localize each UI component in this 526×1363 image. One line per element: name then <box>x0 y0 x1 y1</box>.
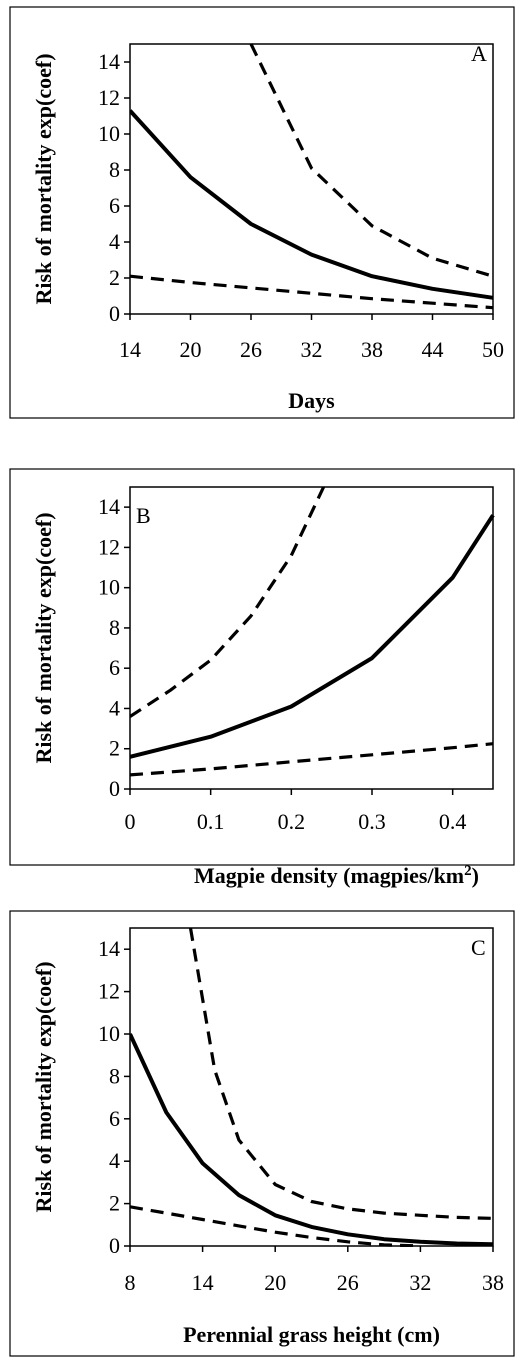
panel-frame <box>9 910 515 1357</box>
panel-frame <box>9 468 515 866</box>
series-line-solid-1 <box>130 109 494 300</box>
x-tick-label: 20 <box>264 1270 286 1295</box>
y-tick-label: 8 <box>109 157 120 182</box>
y-tick-label: 12 <box>98 85 120 110</box>
series-line-solid-1 <box>130 1033 494 1247</box>
x-axis-label: Magpie density (magpies/km2) <box>194 863 479 888</box>
x-tick-label: 44 <box>422 337 444 362</box>
x-tick-label: 0.4 <box>439 809 467 834</box>
y-tick-label: 6 <box>109 1106 120 1131</box>
y-tick-label: 4 <box>109 229 120 254</box>
y-tick-label: 12 <box>98 979 120 1004</box>
series-line-dashed-2 <box>188 927 494 1220</box>
y-tick-label: 2 <box>109 1191 120 1216</box>
y-tick-label: 2 <box>109 736 120 761</box>
y-tick-label: 4 <box>109 1148 120 1173</box>
x-tick-label: 50 <box>482 337 504 362</box>
y-tick-label: 8 <box>109 615 120 640</box>
x-axis-label: Days <box>288 388 335 413</box>
series-line-dashed-2 <box>249 43 494 278</box>
y-tick-label: 12 <box>98 534 120 559</box>
chart-panel-a: 0 2 4 6 8 10 12 14 14 20 26 32 38 44 50 A Risk of mortal… <box>9 6 515 419</box>
y-tick-label: 0 <box>109 301 120 326</box>
x-tick-label: 26 <box>337 1270 359 1295</box>
x-tick-label: 26 <box>240 337 262 362</box>
series-line-dashed-3 <box>130 274 494 310</box>
x-tick-label: 32 <box>409 1270 431 1295</box>
panel-frame <box>9 6 515 419</box>
y-tick-label: 14 <box>98 494 120 519</box>
y-tick-label: 10 <box>98 1021 120 1046</box>
y-tick-label: 10 <box>98 121 120 146</box>
x-tick-label: 8 <box>125 1270 136 1295</box>
y-tick-label: 0 <box>109 1233 120 1258</box>
series-line-dashed-3 <box>130 1205 421 1247</box>
panel-label: B <box>136 503 151 528</box>
y-axis-label: Risk of mortality exp(coef) <box>31 512 56 763</box>
series-line-dashed-3 <box>130 742 494 777</box>
y-tick-label: 4 <box>109 695 120 720</box>
y-tick-label: 0 <box>109 776 120 801</box>
y-tick-label: 14 <box>98 49 120 74</box>
plot-area <box>129 43 494 315</box>
series-line-dashed-2 <box>130 486 326 718</box>
series-line-solid-1 <box>130 514 495 759</box>
x-tick-label: 32 <box>301 337 323 362</box>
x-tick-label: 0.3 <box>358 809 386 834</box>
chart-panel-c: 0 2 4 6 8 10 12 14 8 14 20 26 32 38 C Risk of mortality… <box>9 910 515 1357</box>
y-tick-label: 10 <box>98 575 120 600</box>
x-tick-label: 0.1 <box>197 809 225 834</box>
y-tick-label: 14 <box>98 936 120 961</box>
x-tick-label: 38 <box>482 1270 504 1295</box>
y-tick-label: 6 <box>109 193 120 218</box>
y-axis-label: Risk of mortality exp(coef) <box>31 961 56 1212</box>
y-axis-label: Risk of mortality exp(coef) <box>31 53 56 304</box>
x-tick-label: 0.2 <box>278 809 306 834</box>
plot-area <box>129 486 494 790</box>
panel-label: A <box>471 41 487 66</box>
plot-area <box>129 927 494 1247</box>
y-tick-label: 8 <box>109 1063 120 1088</box>
x-tick-label: 20 <box>180 337 202 362</box>
x-tick-label: 14 <box>192 1270 214 1295</box>
y-tick-label: 6 <box>109 655 120 680</box>
x-tick-label: 0 <box>125 809 136 834</box>
x-tick-label: 14 <box>119 337 141 362</box>
chart-panel-b: 0 2 4 6 8 10 12 14 0 0.1 0.2 0.3 0.4 B Risk of mortali… <box>9 468 515 888</box>
x-axis-label: Perennial grass height (cm) <box>183 1322 440 1347</box>
panel-label: C <box>471 935 486 960</box>
x-tick-label: 38 <box>361 337 383 362</box>
y-tick-label: 2 <box>109 265 120 290</box>
